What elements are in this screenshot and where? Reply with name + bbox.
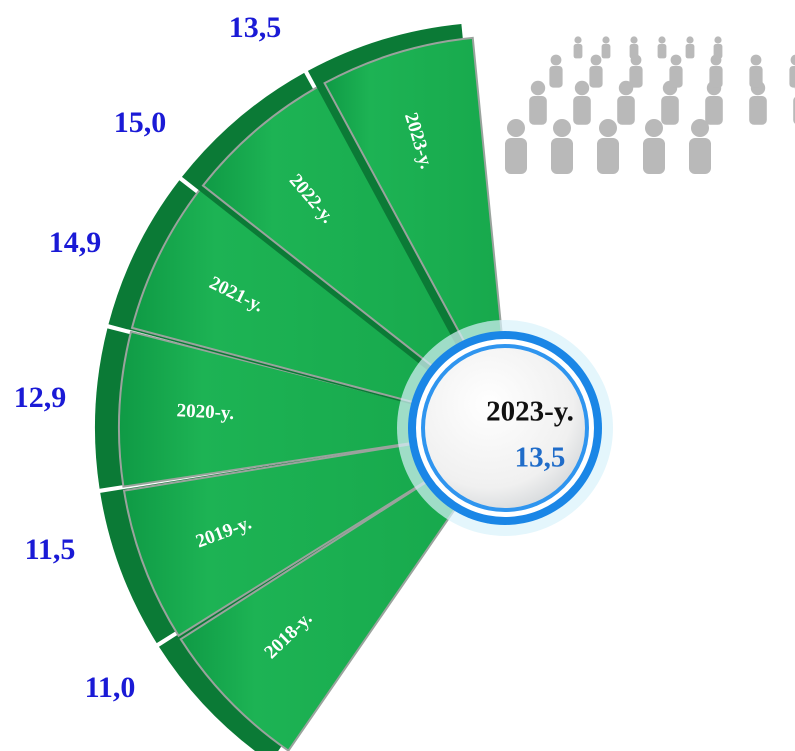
segment <box>179 459 479 751</box>
person-head <box>790 54 795 66</box>
segment <box>323 36 507 377</box>
segment-year: 2020-y. <box>176 400 234 424</box>
person-body <box>689 138 711 174</box>
center-value: 13,5 <box>515 442 566 474</box>
person-head <box>602 36 610 44</box>
person-body <box>529 96 547 125</box>
person-body <box>505 138 527 174</box>
segment-value: 12,9 <box>14 381 67 414</box>
segment <box>118 330 454 488</box>
person-head <box>714 36 722 44</box>
person-body <box>643 138 665 174</box>
person-head <box>550 54 562 66</box>
person-body <box>661 96 679 125</box>
person-body <box>601 44 611 59</box>
person-head <box>658 36 666 44</box>
value-labels: 11,0 11,5 12,9 14,9 15,0 13,5 <box>14 11 282 704</box>
person-head <box>530 80 546 96</box>
person-head <box>599 119 617 137</box>
person-body <box>551 138 573 174</box>
person-head <box>670 54 682 66</box>
person-body <box>749 66 763 88</box>
segment-value: 15,0 <box>114 106 167 139</box>
segment-value: 11,0 <box>85 671 136 704</box>
segment-value: 13,5 <box>229 11 282 44</box>
person-body <box>789 66 795 88</box>
person-head <box>645 119 663 137</box>
person-head <box>507 119 525 137</box>
person-head <box>574 36 582 44</box>
fan: 2018-y.2019-y.2020-y.2021-y.2022-y.2023-… <box>94 23 507 751</box>
person-head <box>750 54 762 66</box>
people-icons <box>505 36 795 174</box>
person-body <box>709 66 723 88</box>
person-body <box>573 96 591 125</box>
person-body <box>657 44 667 59</box>
segment-value: 14,9 <box>49 226 102 259</box>
center-badge: 2023-y. 13,5 <box>397 320 613 536</box>
person-body <box>617 96 635 125</box>
person-head <box>686 36 694 44</box>
person-head <box>553 119 571 137</box>
segment <box>122 436 462 638</box>
person-body <box>749 96 767 125</box>
person-body <box>629 66 643 88</box>
person-body <box>685 44 695 59</box>
person-body <box>713 44 723 59</box>
person-head <box>691 119 709 137</box>
person-head <box>590 54 602 66</box>
person-body <box>573 44 583 59</box>
segment-value: 11,5 <box>25 533 76 566</box>
person-body <box>629 44 639 59</box>
person-head <box>630 36 638 44</box>
person-body <box>705 96 723 125</box>
person-body <box>549 66 563 88</box>
person-body <box>669 66 683 88</box>
badge-face <box>425 348 585 508</box>
person-body <box>589 66 603 88</box>
center-year: 2023-y. <box>486 396 574 428</box>
person-head <box>574 80 590 96</box>
person-body <box>597 138 619 174</box>
